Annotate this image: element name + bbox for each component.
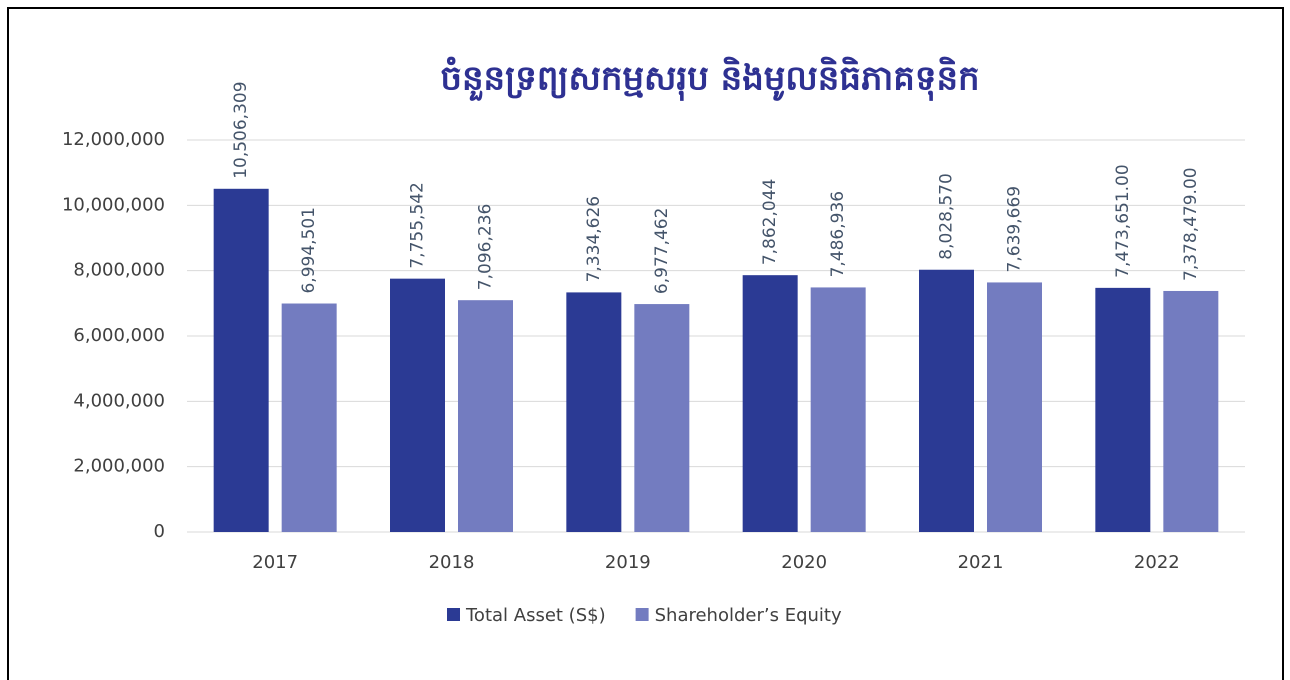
y-tick-label: 8,000,000 [73, 260, 165, 281]
legend-label: Shareholder’s Equity [655, 605, 842, 626]
value-label: 6,994,501 [299, 207, 319, 294]
x-tick-label: 2020 [781, 552, 827, 573]
bar [742, 275, 798, 532]
value-label: 6,977,462 [652, 208, 672, 295]
value-label: 7,486,936 [828, 191, 848, 278]
bar [634, 304, 690, 532]
bar [566, 292, 622, 532]
x-tick-label: 2018 [429, 552, 475, 573]
y-tick-label: 4,000,000 [73, 390, 165, 411]
y-tick-label: 6,000,000 [73, 325, 165, 346]
value-label: 7,473,651.00 [1113, 164, 1133, 278]
x-tick-label: 2017 [252, 552, 298, 573]
bar [987, 282, 1042, 532]
y-tick-label: 12,000,000 [62, 129, 165, 150]
bar [390, 278, 445, 532]
bar [458, 300, 513, 532]
bar [1163, 290, 1219, 532]
legend-swatch [447, 608, 460, 621]
value-label: 8,028,570 [937, 173, 957, 260]
value-label: 7,639,669 [1005, 186, 1025, 273]
legend-label: Total Asset (S$) [465, 605, 606, 626]
y-tick-label: 0 [154, 521, 165, 542]
y-tick-label: 10,000,000 [62, 194, 165, 215]
bar [281, 303, 337, 532]
value-label: 7,862,044 [760, 179, 780, 266]
legend-swatch [635, 608, 649, 621]
value-label: 10,506,309 [231, 81, 251, 178]
value-label: 7,096,236 [476, 204, 496, 291]
value-label: 7,334,626 [584, 196, 604, 283]
y-tick-label: 2,000,000 [73, 456, 165, 477]
bar [810, 287, 866, 532]
bar [919, 269, 974, 532]
chart-title: ចំនួនទ្រព្យសកម្មសរុប និងមូលនិធិភាគទុនិក [440, 57, 979, 102]
x-tick-label: 2021 [958, 552, 1004, 573]
frame [7, 7, 1284, 680]
bar [213, 188, 269, 533]
x-tick-label: 2019 [605, 552, 651, 573]
x-tick-label: 2022 [1134, 552, 1180, 573]
value-label: 7,755,542 [408, 182, 428, 269]
value-label: 7,378,479.00 [1181, 167, 1201, 281]
bar [1095, 287, 1151, 532]
